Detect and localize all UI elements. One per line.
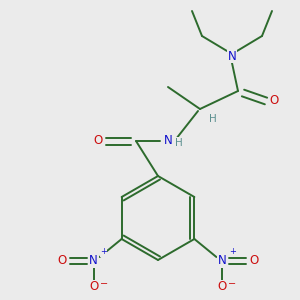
Text: +: + [100,248,107,256]
Text: O: O [57,254,66,268]
Text: O: O [218,280,227,293]
Text: N: N [89,254,98,268]
Text: +: + [229,248,236,256]
Text: O: O [93,134,103,148]
Text: N: N [218,254,227,268]
Text: −: − [228,279,236,289]
Text: N: N [228,50,236,62]
Text: O: O [269,94,279,107]
Text: N: N [164,134,172,148]
Text: O: O [89,280,98,293]
Text: −: − [100,279,108,289]
Text: H: H [175,138,183,148]
Text: O: O [250,254,259,268]
Text: H: H [209,114,217,124]
